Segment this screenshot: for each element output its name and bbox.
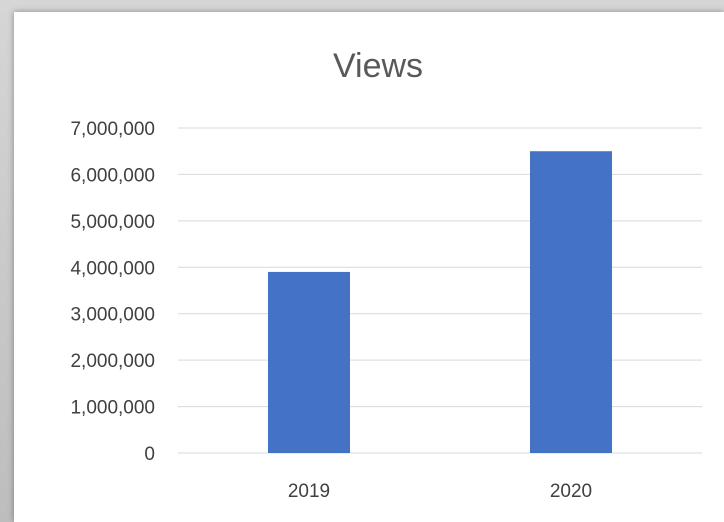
y-tick-label: 1,000,000 <box>70 398 155 419</box>
y-tick-label: 4,000,000 <box>70 258 155 279</box>
y-tick-label: 0 <box>144 444 155 465</box>
y-axis-tick-labels: 0 1,000,000 2,000,000 3,000,000 4,000,000 5,0… <box>70 119 155 465</box>
y-tick-label: 6,000,000 <box>70 165 155 186</box>
y-tick-label: 5,000,000 <box>70 212 155 233</box>
chart-title: Views <box>333 47 423 85</box>
x-tick-label: 2019 <box>288 481 330 502</box>
x-tick-label: 2020 <box>550 481 592 502</box>
y-tick-label: 3,000,000 <box>70 305 155 326</box>
gridlines <box>178 127 702 454</box>
y-tick-label: 2,000,000 <box>70 351 155 372</box>
x-axis-tick-labels: 2019 2020 <box>288 481 592 502</box>
bars <box>268 151 612 453</box>
bar-2020 <box>530 151 612 453</box>
y-tick-label: 7,000,000 <box>70 119 155 140</box>
bar-2019 <box>268 271 350 453</box>
